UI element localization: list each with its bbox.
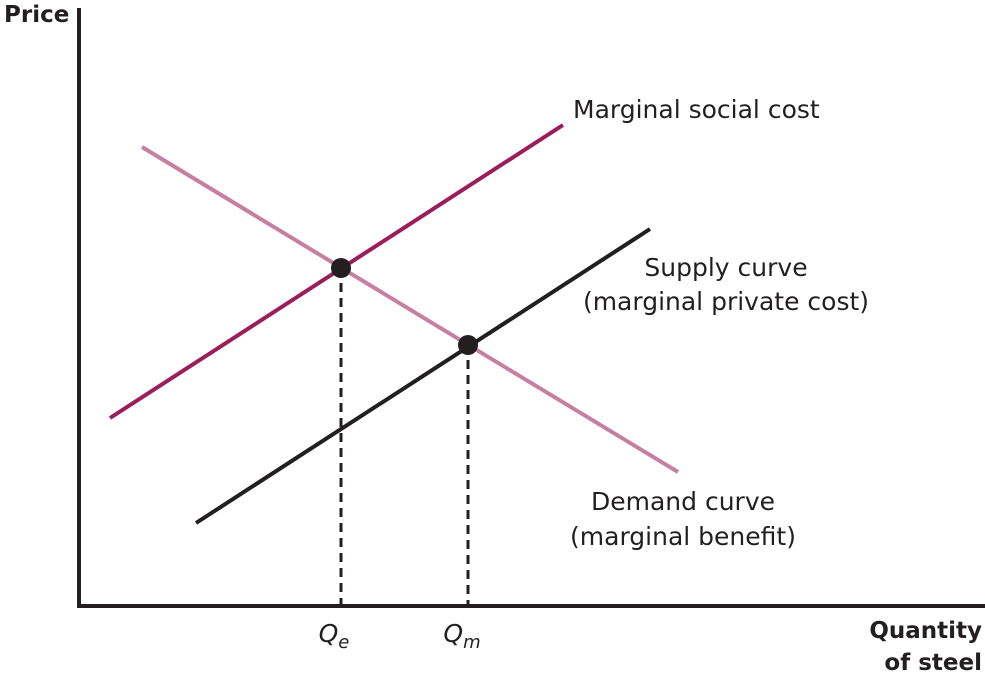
supply-curve — [194, 227, 652, 525]
curve-label: (marginal private cost) — [583, 287, 869, 316]
quantity-symbol: Q — [443, 619, 463, 648]
equilibrium-point — [458, 335, 478, 355]
x-axis-label: of steel — [884, 650, 982, 676]
quantity-label: Qe — [319, 619, 350, 653]
curve-label: Demand curve — [591, 487, 775, 516]
equilibrium-point — [331, 258, 351, 278]
quantity-label: Qm — [443, 619, 480, 653]
demand-curve — [140, 145, 680, 474]
quantity-subscript: m — [463, 632, 481, 653]
quantity-symbol: Q — [319, 619, 339, 648]
curve-label: Supply curve — [644, 253, 807, 282]
quantity-subscript: e — [338, 632, 349, 653]
x-axis-label: Quantity — [869, 618, 982, 644]
y-axis-label: Price — [4, 2, 69, 28]
curve-label: (marginal benefit) — [570, 522, 796, 551]
curve-label: Marginal social cost — [573, 95, 820, 124]
